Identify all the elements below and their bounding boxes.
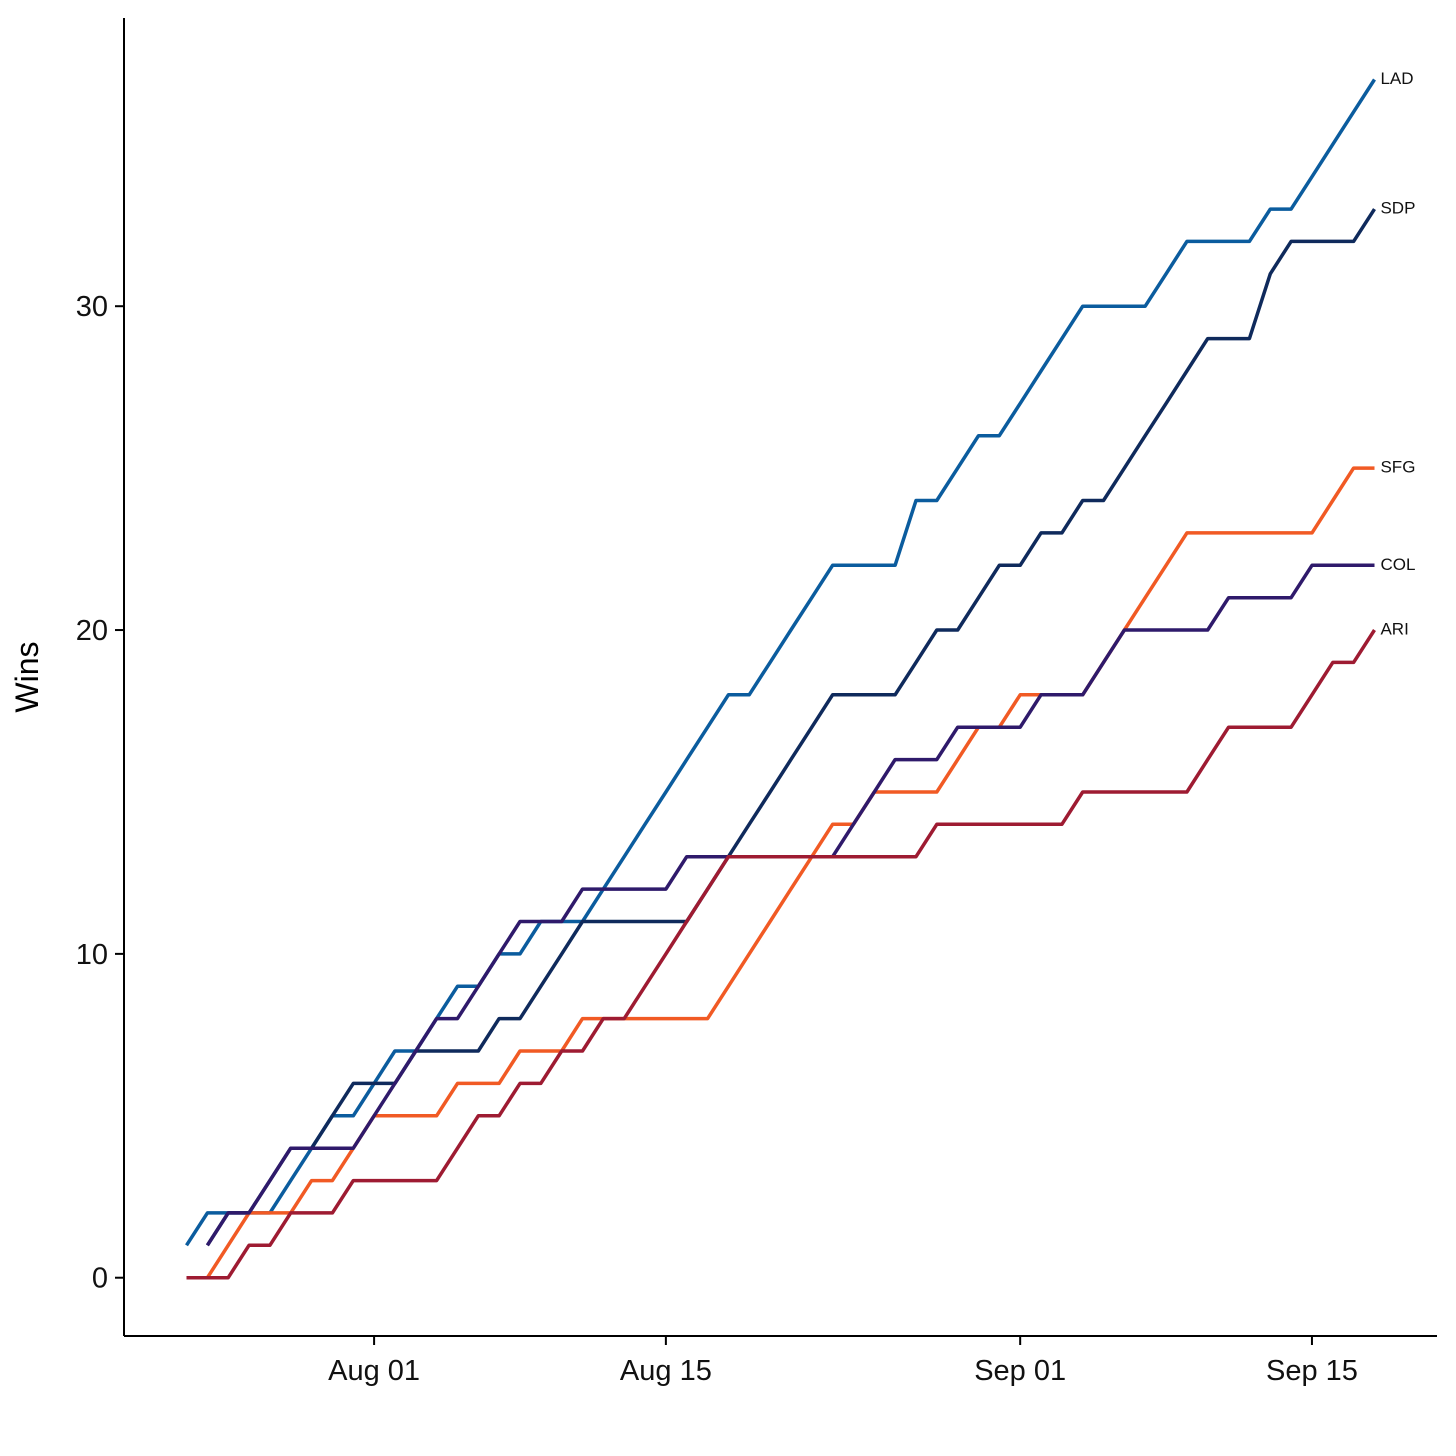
series-line bbox=[205, 563, 1375, 1247]
series-label: ARI bbox=[1380, 620, 1408, 639]
y-tick-label: 20 bbox=[76, 615, 108, 647]
series-label: SFG bbox=[1380, 458, 1415, 477]
series-label: LAD bbox=[1380, 69, 1413, 88]
y-axis-label: Wins bbox=[9, 641, 45, 712]
y-tick-label: 10 bbox=[76, 939, 108, 971]
series-line bbox=[186, 629, 1376, 1280]
y-tick-label: 30 bbox=[76, 291, 108, 323]
series-line bbox=[185, 78, 1376, 1247]
series-line bbox=[205, 208, 1376, 1247]
series-line bbox=[186, 466, 1375, 1280]
x-tick-label: Sep 15 bbox=[1266, 1355, 1358, 1387]
series-label: SDP bbox=[1380, 199, 1415, 218]
y-tick-label: 0 bbox=[92, 1263, 108, 1295]
x-tick-label: Aug 01 bbox=[328, 1355, 420, 1387]
series-label: COL bbox=[1380, 555, 1415, 574]
x-tick-label: Aug 15 bbox=[620, 1355, 712, 1387]
x-tick-label: Sep 01 bbox=[974, 1355, 1066, 1387]
